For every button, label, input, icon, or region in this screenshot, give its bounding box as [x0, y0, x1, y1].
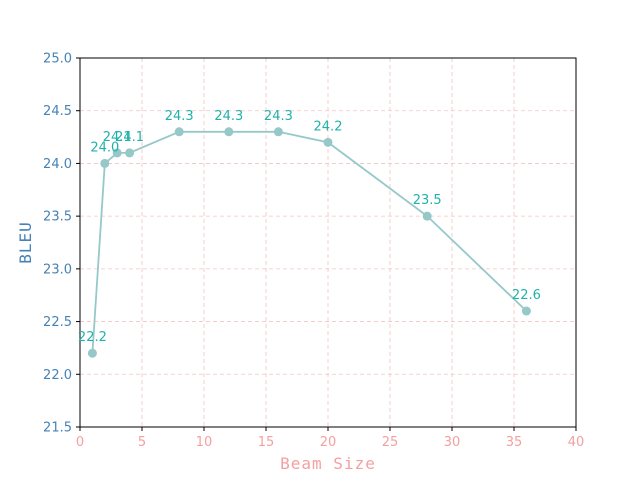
data-label: 24.1	[103, 130, 132, 145]
x-tick-label: 25	[382, 435, 399, 450]
series-group	[87, 127, 531, 358]
y-axis-label: BLEU	[16, 221, 35, 264]
y-tick-label: 25.0	[43, 52, 72, 67]
data-labels: 22.2 24.024.124.1 24.3 24.3 24.3 24.2 23.5 22.6	[78, 109, 541, 345]
x-tick-label: 20	[320, 435, 337, 450]
y-tick-label: 22.0	[43, 368, 72, 383]
data-label: 24.1	[115, 130, 144, 145]
y-tick-label: 24.0	[43, 157, 72, 172]
x-tick-label: 30	[444, 435, 461, 450]
data-label: 22.2	[78, 330, 107, 345]
data-point	[273, 127, 283, 137]
series-line	[91, 130, 528, 354]
x-tick-label: 10	[196, 435, 213, 450]
data-label: 24.3	[165, 109, 194, 124]
x-axis-ticks: 0 5 10 15 20 25 30 35 40	[76, 427, 584, 450]
y-tick-label: 23.5	[43, 210, 72, 225]
data-point	[87, 348, 97, 358]
data-point	[125, 148, 135, 158]
data-label: 24.3	[264, 109, 293, 124]
data-label: 24.2	[314, 119, 343, 134]
y-tick-label: 21.5	[43, 421, 72, 436]
y-tick-label: 22.5	[43, 315, 72, 330]
grid-lines	[79, 57, 577, 428]
x-tick-label: 35	[506, 435, 523, 450]
x-tick-label: 15	[258, 435, 275, 450]
y-tick-label: 23.0	[43, 262, 72, 277]
y-tick-label: 24.5	[43, 104, 72, 119]
data-label: 22.6	[512, 288, 541, 303]
data-point	[100, 158, 110, 168]
x-tick-label: 0	[76, 435, 84, 450]
data-label: 24.3	[214, 109, 243, 124]
data-point	[521, 306, 531, 316]
data-point	[323, 137, 333, 147]
x-axis-label: Beam Size	[280, 454, 376, 473]
y-axis-ticks: 21.5 22.0 22.5 23.0 23.5 24.0 24.5 25.0	[43, 52, 80, 436]
data-label: 24.0	[90, 140, 119, 155]
data-point	[174, 127, 184, 137]
data-label: 23.5	[413, 193, 442, 208]
x-tick-label: 40	[568, 435, 585, 450]
data-point	[422, 211, 432, 221]
data-point	[112, 148, 122, 158]
data-point	[224, 127, 234, 137]
x-tick-label: 5	[138, 435, 146, 450]
